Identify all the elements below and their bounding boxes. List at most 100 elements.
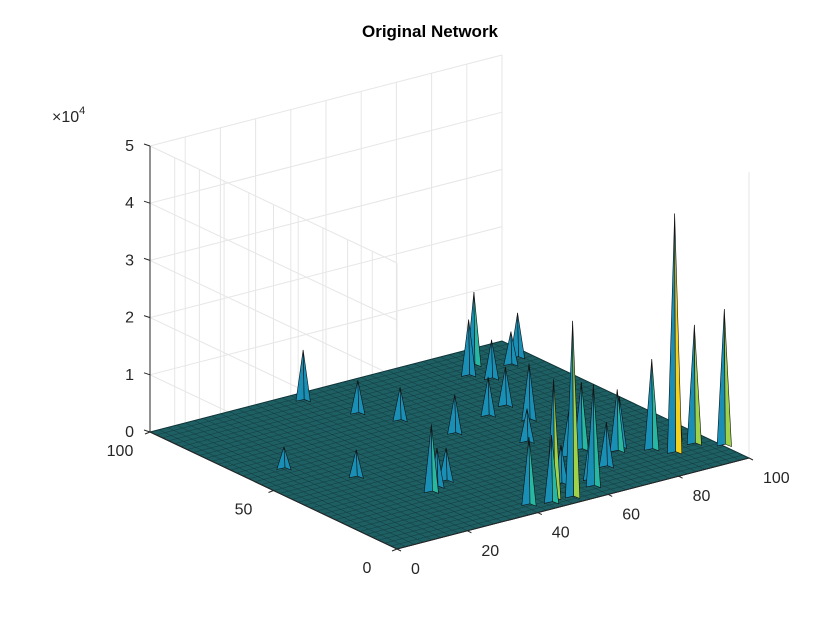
surface-peak	[497, 366, 513, 408]
x-tick-label: 0	[411, 561, 420, 578]
surface-peak	[348, 449, 364, 479]
x-tick-label: 40	[552, 525, 570, 542]
surface-peak	[392, 387, 408, 423]
peak-face-right	[445, 447, 454, 483]
peak-face-right	[723, 309, 732, 448]
mesh-line	[168, 349, 521, 442]
z-tick-label: 2	[125, 310, 134, 327]
x-tick	[748, 457, 754, 461]
mesh-line	[335, 428, 688, 520]
mesh-line	[149, 340, 503, 433]
surface-peak	[447, 394, 463, 436]
x-tick	[537, 512, 543, 516]
peak-face-left	[644, 359, 654, 451]
wall-grid-z	[149, 259, 398, 378]
peak-face-right	[606, 421, 614, 469]
mesh-line	[310, 416, 663, 509]
z-tick-label: 3	[125, 252, 134, 269]
x-tick	[467, 530, 472, 534]
peak-face-left	[461, 319, 471, 377]
mesh-line	[242, 384, 595, 477]
peak-face-right	[505, 366, 513, 408]
peak-face-right	[357, 380, 366, 416]
wall-grid-z2	[149, 54, 503, 147]
peak-face-right	[487, 376, 496, 418]
z-tick	[143, 429, 151, 433]
peak-face-right	[580, 382, 589, 452]
surface-peak	[598, 421, 614, 469]
surface-peak	[350, 380, 366, 416]
y-tick-label: 0	[363, 560, 372, 577]
peak-face-right	[528, 437, 537, 507]
x-tick-label: 100	[763, 470, 790, 487]
z-tick-label: 1	[125, 367, 134, 384]
peak-face-right	[283, 446, 292, 471]
surface-peak	[543, 434, 560, 505]
mesh-line	[199, 364, 552, 456]
x-tick	[607, 493, 613, 497]
z-exponent-power: 4	[79, 105, 85, 117]
peak-face-right	[468, 319, 477, 378]
peak-face-right	[473, 291, 482, 368]
y-tick-label: 50	[235, 502, 253, 519]
wall-grid-z2	[149, 111, 503, 204]
peak-face-right	[616, 389, 625, 454]
y-tick	[144, 431, 151, 435]
peak-face-left	[686, 324, 696, 446]
mesh-line	[273, 399, 626, 491]
peak-face-left	[716, 309, 726, 447]
tick-labels: 0 20 40 60 80 100 0 50 100 0 1 2 3 4 5	[107, 138, 790, 578]
z-tick	[143, 200, 151, 204]
peak-face-right	[517, 312, 526, 360]
surface-peak	[423, 424, 439, 494]
peak-face-right	[560, 444, 569, 486]
z-tick	[143, 257, 151, 261]
surface-peak	[644, 359, 660, 452]
surface-peak	[480, 376, 496, 418]
wall-grid-z2	[149, 283, 503, 376]
surface-peak	[585, 384, 601, 489]
z-exponent-label: ×104	[52, 105, 85, 126]
peak-face-right	[593, 384, 601, 489]
peak-face-right	[528, 363, 537, 422]
mesh-line	[359, 440, 713, 532]
mesh-line	[248, 387, 601, 480]
mesh-line	[347, 434, 700, 526]
z-tick	[143, 372, 151, 376]
peak-face-left	[295, 349, 305, 402]
y-tick	[391, 548, 398, 552]
peak-face-right	[399, 387, 408, 423]
x-tick-label: 80	[693, 488, 711, 505]
z-tick	[143, 315, 151, 319]
x-axis-line	[396, 457, 750, 550]
x-tick-label: 20	[481, 543, 499, 560]
peak-face-left	[667, 213, 677, 454]
mesh-line	[341, 431, 694, 523]
peak-face-right	[572, 320, 581, 499]
peak-face-right	[651, 359, 660, 452]
peak-face-right	[551, 434, 560, 505]
peak-face-right	[454, 394, 463, 436]
surface-peak	[461, 319, 477, 378]
surface-peak	[519, 408, 535, 444]
wall-grid-z2	[149, 168, 503, 261]
surface-peak	[295, 349, 311, 403]
mesh-line	[230, 378, 583, 471]
surface-peak	[565, 320, 581, 499]
mesh-line	[304, 413, 657, 506]
surface-peak	[667, 213, 683, 455]
mesh-line	[316, 419, 669, 512]
mesh-line	[366, 443, 719, 535]
wall-grid-z2	[149, 226, 503, 319]
surface-peak	[686, 324, 702, 446]
surface-peak	[483, 339, 500, 381]
peak-face-right	[674, 213, 683, 455]
peak-face-right	[302, 349, 311, 403]
z-tick-label: 4	[125, 195, 134, 212]
axes	[143, 143, 754, 552]
peak-face-right	[694, 324, 702, 446]
peak-face-right	[431, 424, 439, 494]
mesh-line	[390, 454, 743, 547]
wall-grid-z	[149, 145, 398, 264]
surface-peak	[276, 446, 292, 471]
